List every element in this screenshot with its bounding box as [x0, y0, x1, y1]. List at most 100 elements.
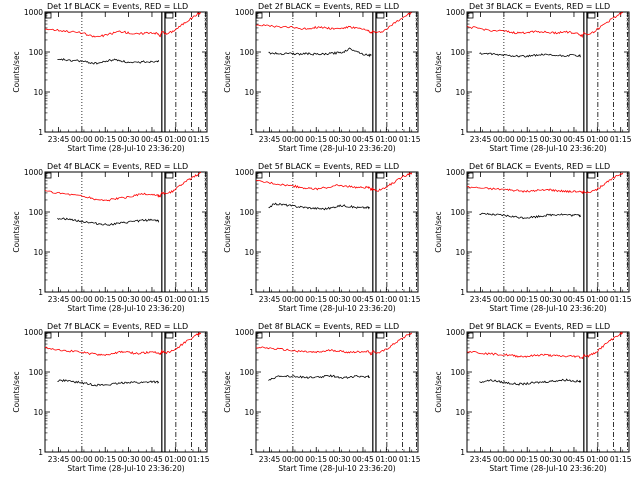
legend-box-marker	[165, 332, 174, 339]
y-tick-label: 10	[244, 248, 254, 257]
lld-series-line	[44, 171, 202, 202]
x-tick-label: 01:00	[165, 455, 187, 464]
x-axis-label: Start Time (28-Jul-10 23:36:20)	[278, 144, 395, 153]
legend-box-marker	[587, 332, 596, 339]
x-tick-label: 00:15	[305, 295, 327, 304]
panel-title: Det 7f BLACK = Events, RED = LLD	[47, 322, 188, 331]
x-tick-label: 00:30	[118, 295, 140, 304]
x-tick-label: 00:30	[540, 135, 562, 144]
x-tick-label: 00:15	[305, 455, 327, 464]
x-tick-label: 00:00	[71, 455, 93, 464]
x-tick-label: 00:00	[71, 135, 93, 144]
y-tick-label: 10	[244, 408, 254, 417]
y-tick-label: 1	[460, 288, 465, 297]
y-tick-label: 1000	[24, 8, 43, 17]
x-axis-label: Start Time (28-Jul-10 23:36:20)	[278, 304, 395, 313]
x-tick-label: 00:00	[282, 455, 304, 464]
y-tick-label: 1000	[24, 168, 43, 177]
y-tick-label: 100	[451, 368, 466, 377]
x-tick-label: 23:45	[470, 295, 492, 304]
lld-series-line	[466, 172, 624, 195]
y-tick-label: 1	[38, 448, 43, 457]
x-tick-label: 23:45	[259, 455, 281, 464]
events-series-line	[268, 202, 371, 211]
x-tick-label: 01:15	[399, 295, 421, 304]
y-tick-label: 100	[451, 208, 466, 217]
x-tick-label: 00:45	[141, 135, 163, 144]
x-axis-label: Start Time (28-Jul-10 23:36:20)	[278, 464, 395, 473]
panel-title: Det 8f BLACK = Events, RED = LLD	[258, 322, 399, 331]
x-tick-label: 00:15	[516, 455, 538, 464]
panel-title: Det 4f BLACK = Events, RED = LLD	[47, 162, 188, 171]
y-axis-label: Counts/sec	[434, 371, 443, 412]
panel-det-9: Det 9f BLACK = Events, RED = LLD 1 10 100 10…	[434, 322, 632, 473]
y-tick-label: 10	[33, 88, 43, 97]
y-axis-label: Counts/sec	[223, 51, 232, 92]
legend-box-marker	[376, 172, 385, 179]
x-tick-label: 01:15	[399, 135, 421, 144]
x-tick-label: 23:45	[48, 135, 70, 144]
plot-frame	[466, 171, 630, 293]
x-axis-label: Start Time (28-Jul-10 23:36:20)	[489, 144, 606, 153]
panel-title: Det 9f BLACK = Events, RED = LLD	[469, 322, 610, 331]
x-tick-label: 00:00	[493, 455, 515, 464]
lld-series-line	[255, 171, 413, 192]
x-tick-label: 00:30	[329, 295, 351, 304]
legend-box-left	[256, 332, 263, 339]
x-tick-label: 01:15	[399, 455, 421, 464]
x-tick-label: 00:45	[352, 135, 374, 144]
x-tick-label: 00:30	[118, 455, 140, 464]
panel-det-8: Det 8f BLACK = Events, RED = LLD 1 10 100 10…	[223, 322, 421, 473]
y-tick-label: 1000	[24, 328, 43, 337]
x-tick-label: 23:45	[48, 295, 70, 304]
y-tick-label: 100	[29, 48, 44, 57]
x-tick-label: 01:00	[376, 455, 398, 464]
x-tick-label: 01:00	[165, 135, 187, 144]
x-tick-label: 23:45	[48, 455, 70, 464]
x-tick-label: 00:30	[540, 455, 562, 464]
x-tick-label: 00:00	[282, 135, 304, 144]
x-tick-label: 01:00	[587, 455, 609, 464]
lld-series-line	[44, 331, 202, 357]
x-tick-label: 01:15	[188, 455, 210, 464]
x-tick-label: 00:00	[493, 295, 515, 304]
y-tick-label: 1	[38, 288, 43, 297]
x-tick-label: 23:45	[259, 135, 281, 144]
panel-det-1: Det 1f BLACK = Events, RED = LLD 1 10 100 10…	[12, 2, 210, 153]
y-tick-label: 100	[451, 48, 466, 57]
legend-box-left	[45, 172, 52, 179]
y-axis-label: Counts/sec	[223, 371, 232, 412]
y-axis-label: Counts/sec	[223, 211, 232, 252]
x-tick-label: 01:15	[610, 135, 632, 144]
y-axis-label: Counts/sec	[12, 211, 21, 252]
panel-title: Det 1f BLACK = Events, RED = LLD	[47, 2, 188, 11]
x-tick-label: 00:15	[94, 135, 116, 144]
x-tick-label: 00:45	[563, 455, 585, 464]
legend-box-marker	[376, 12, 385, 19]
events-series-line	[268, 47, 372, 58]
x-tick-label: 01:00	[165, 295, 187, 304]
panel-title: Det 6f BLACK = Events, RED = LLD	[469, 162, 610, 171]
x-tick-label: 23:45	[470, 135, 492, 144]
y-tick-label: 1	[460, 448, 465, 457]
panel-det-7: Det 7f BLACK = Events, RED = LLD 1 10 100 10…	[12, 322, 210, 473]
y-tick-label: 1000	[446, 168, 465, 177]
lld-series-line	[255, 12, 412, 35]
y-tick-label: 100	[29, 208, 44, 217]
x-tick-label: 00:45	[563, 135, 585, 144]
y-tick-label: 100	[29, 368, 44, 377]
y-axis-label: Counts/sec	[434, 51, 443, 92]
x-tick-label: 00:15	[94, 455, 116, 464]
y-tick-label: 1000	[446, 328, 465, 337]
legend-box-left	[45, 332, 52, 339]
plot-frame	[44, 171, 208, 293]
y-tick-label: 1	[460, 128, 465, 137]
plot-frame	[255, 331, 419, 453]
legend-box-marker	[376, 332, 385, 339]
legend-box-left	[467, 12, 474, 19]
x-tick-label: 01:15	[188, 295, 210, 304]
plot-frame	[466, 11, 630, 133]
lld-series-line	[466, 331, 624, 359]
legend-box-left	[467, 172, 474, 179]
events-series-line	[57, 57, 160, 65]
